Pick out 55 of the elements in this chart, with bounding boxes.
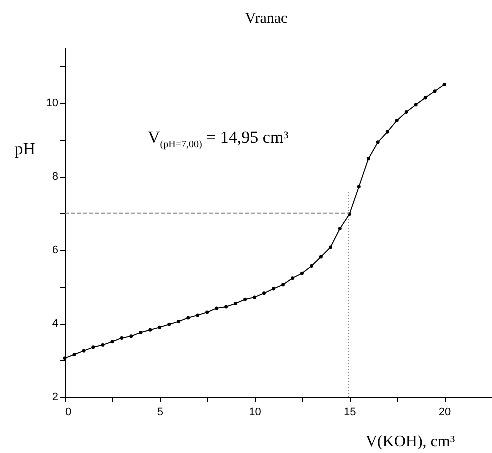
y-tick-label: 4 xyxy=(52,318,58,330)
x-tick-label: 5 xyxy=(157,406,164,418)
point xyxy=(310,264,314,268)
point xyxy=(386,130,390,134)
point xyxy=(224,305,228,309)
point xyxy=(357,185,361,189)
point xyxy=(92,346,96,350)
point xyxy=(348,212,352,216)
point xyxy=(120,336,124,340)
point xyxy=(72,353,76,356)
point xyxy=(442,83,446,86)
point xyxy=(262,292,266,296)
point xyxy=(234,302,238,306)
y-tick-label: 10 xyxy=(46,98,58,110)
point xyxy=(414,103,418,107)
point xyxy=(158,326,162,330)
chart-title: Vranac xyxy=(245,11,288,27)
point xyxy=(404,110,408,114)
point xyxy=(63,356,67,360)
point xyxy=(291,276,294,280)
y-axis-title: pH xyxy=(14,140,36,158)
point xyxy=(253,296,257,300)
point xyxy=(168,322,172,326)
point xyxy=(186,316,190,320)
point xyxy=(177,320,181,324)
point xyxy=(272,287,276,291)
point xyxy=(300,272,304,276)
point xyxy=(82,349,86,353)
y-tick-label: 8 xyxy=(52,171,58,184)
point xyxy=(148,328,152,332)
point xyxy=(215,306,219,310)
point xyxy=(395,119,399,122)
point xyxy=(328,246,332,250)
x-axis-title: V(KOH), cm³ xyxy=(366,434,456,450)
y-tick-label: 6 xyxy=(52,244,58,257)
point xyxy=(130,334,134,338)
point xyxy=(101,343,105,347)
annotation: V$_{(pH=7,00)}$ = 14,95 cm³ xyxy=(148,128,289,150)
point xyxy=(244,298,248,302)
point xyxy=(319,255,323,259)
x-tick-label: 15 xyxy=(344,406,356,418)
y-tick-label: 2 xyxy=(52,392,58,404)
x-tick-label: 20 xyxy=(438,406,452,418)
point xyxy=(424,96,428,100)
point xyxy=(338,227,342,230)
point xyxy=(110,340,114,344)
point xyxy=(433,90,437,94)
x-tick-label: 0 xyxy=(66,406,72,418)
point xyxy=(366,157,370,161)
point xyxy=(196,314,200,318)
x-tick-label: 10 xyxy=(249,406,262,418)
point xyxy=(139,330,143,334)
point xyxy=(206,310,210,314)
point xyxy=(376,140,380,144)
point xyxy=(282,283,285,287)
